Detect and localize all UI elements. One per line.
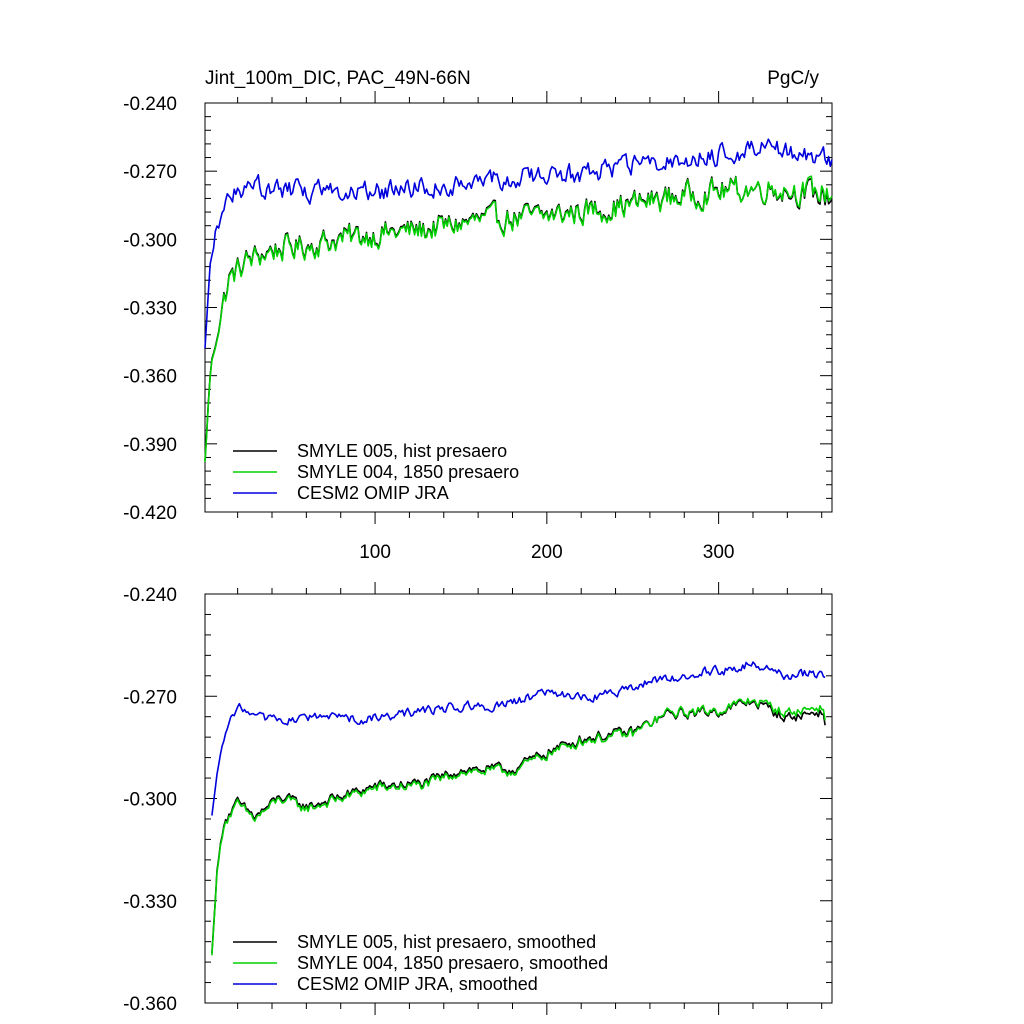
ticks-bottom: -0.360 -0.330 -0.300 -0.270 -0.240 <box>123 582 832 1015</box>
bottom-panel: -0.360 -0.330 -0.300 -0.270 -0.240 SMYLE 005… <box>123 582 833 1015</box>
ytick-label: -0.240 <box>123 94 177 115</box>
ytick-label: -0.270 <box>123 687 177 708</box>
legend-label: SMYLE 005, hist presaero, smoothed <box>297 932 596 952</box>
legend-label: SMYLE 004, 1850 presaero, smoothed <box>297 953 608 973</box>
series-line-1 <box>211 697 826 956</box>
series-top <box>204 138 833 463</box>
ytick-label: -0.300 <box>123 790 177 811</box>
ytick-label: -0.240 <box>123 585 177 606</box>
ytick-label: -0.270 <box>123 162 177 183</box>
ytick-label: -0.330 <box>123 892 177 913</box>
series-bottom <box>211 661 826 956</box>
legend-bottom: SMYLE 005, hist presaero, smoothedSMYLE … <box>233 932 608 994</box>
legend-label: CESM2 OMIP JRA, smoothed <box>297 974 538 994</box>
ytick-label: -0.360 <box>123 367 177 388</box>
legend-label: CESM2 OMIP JRA <box>297 483 449 503</box>
top-panel: Jint_100m_DIC, PAC_49N-66N PgC/y -0.420-… <box>123 68 833 563</box>
ytick-label: -0.360 <box>123 994 177 1015</box>
series-line-2 <box>211 661 826 816</box>
series-line-1 <box>204 175 833 463</box>
ytick-label: -0.420 <box>123 503 177 524</box>
ytick-label: -0.390 <box>123 435 177 456</box>
xtick-label: 200 <box>531 542 563 563</box>
legend-label: SMYLE 005, hist presaero <box>297 441 507 461</box>
units-label: PgC/y <box>767 68 819 89</box>
xtick-label: 100 <box>359 542 391 563</box>
ytick-label: -0.330 <box>123 299 177 320</box>
series-line-0 <box>211 699 826 954</box>
series-line-2 <box>204 138 833 349</box>
ytick-label: -0.300 <box>123 230 177 251</box>
xtick-label: 300 <box>703 542 735 563</box>
ticks-top: -0.420 -0.390 -0.360 -0.330 -0.300 -0.270 -0.2… <box>123 91 832 563</box>
chart-title: Jint_100m_DIC, PAC_49N-66N <box>205 68 471 89</box>
legend-label: SMYLE 004, 1850 presaero <box>297 462 519 482</box>
